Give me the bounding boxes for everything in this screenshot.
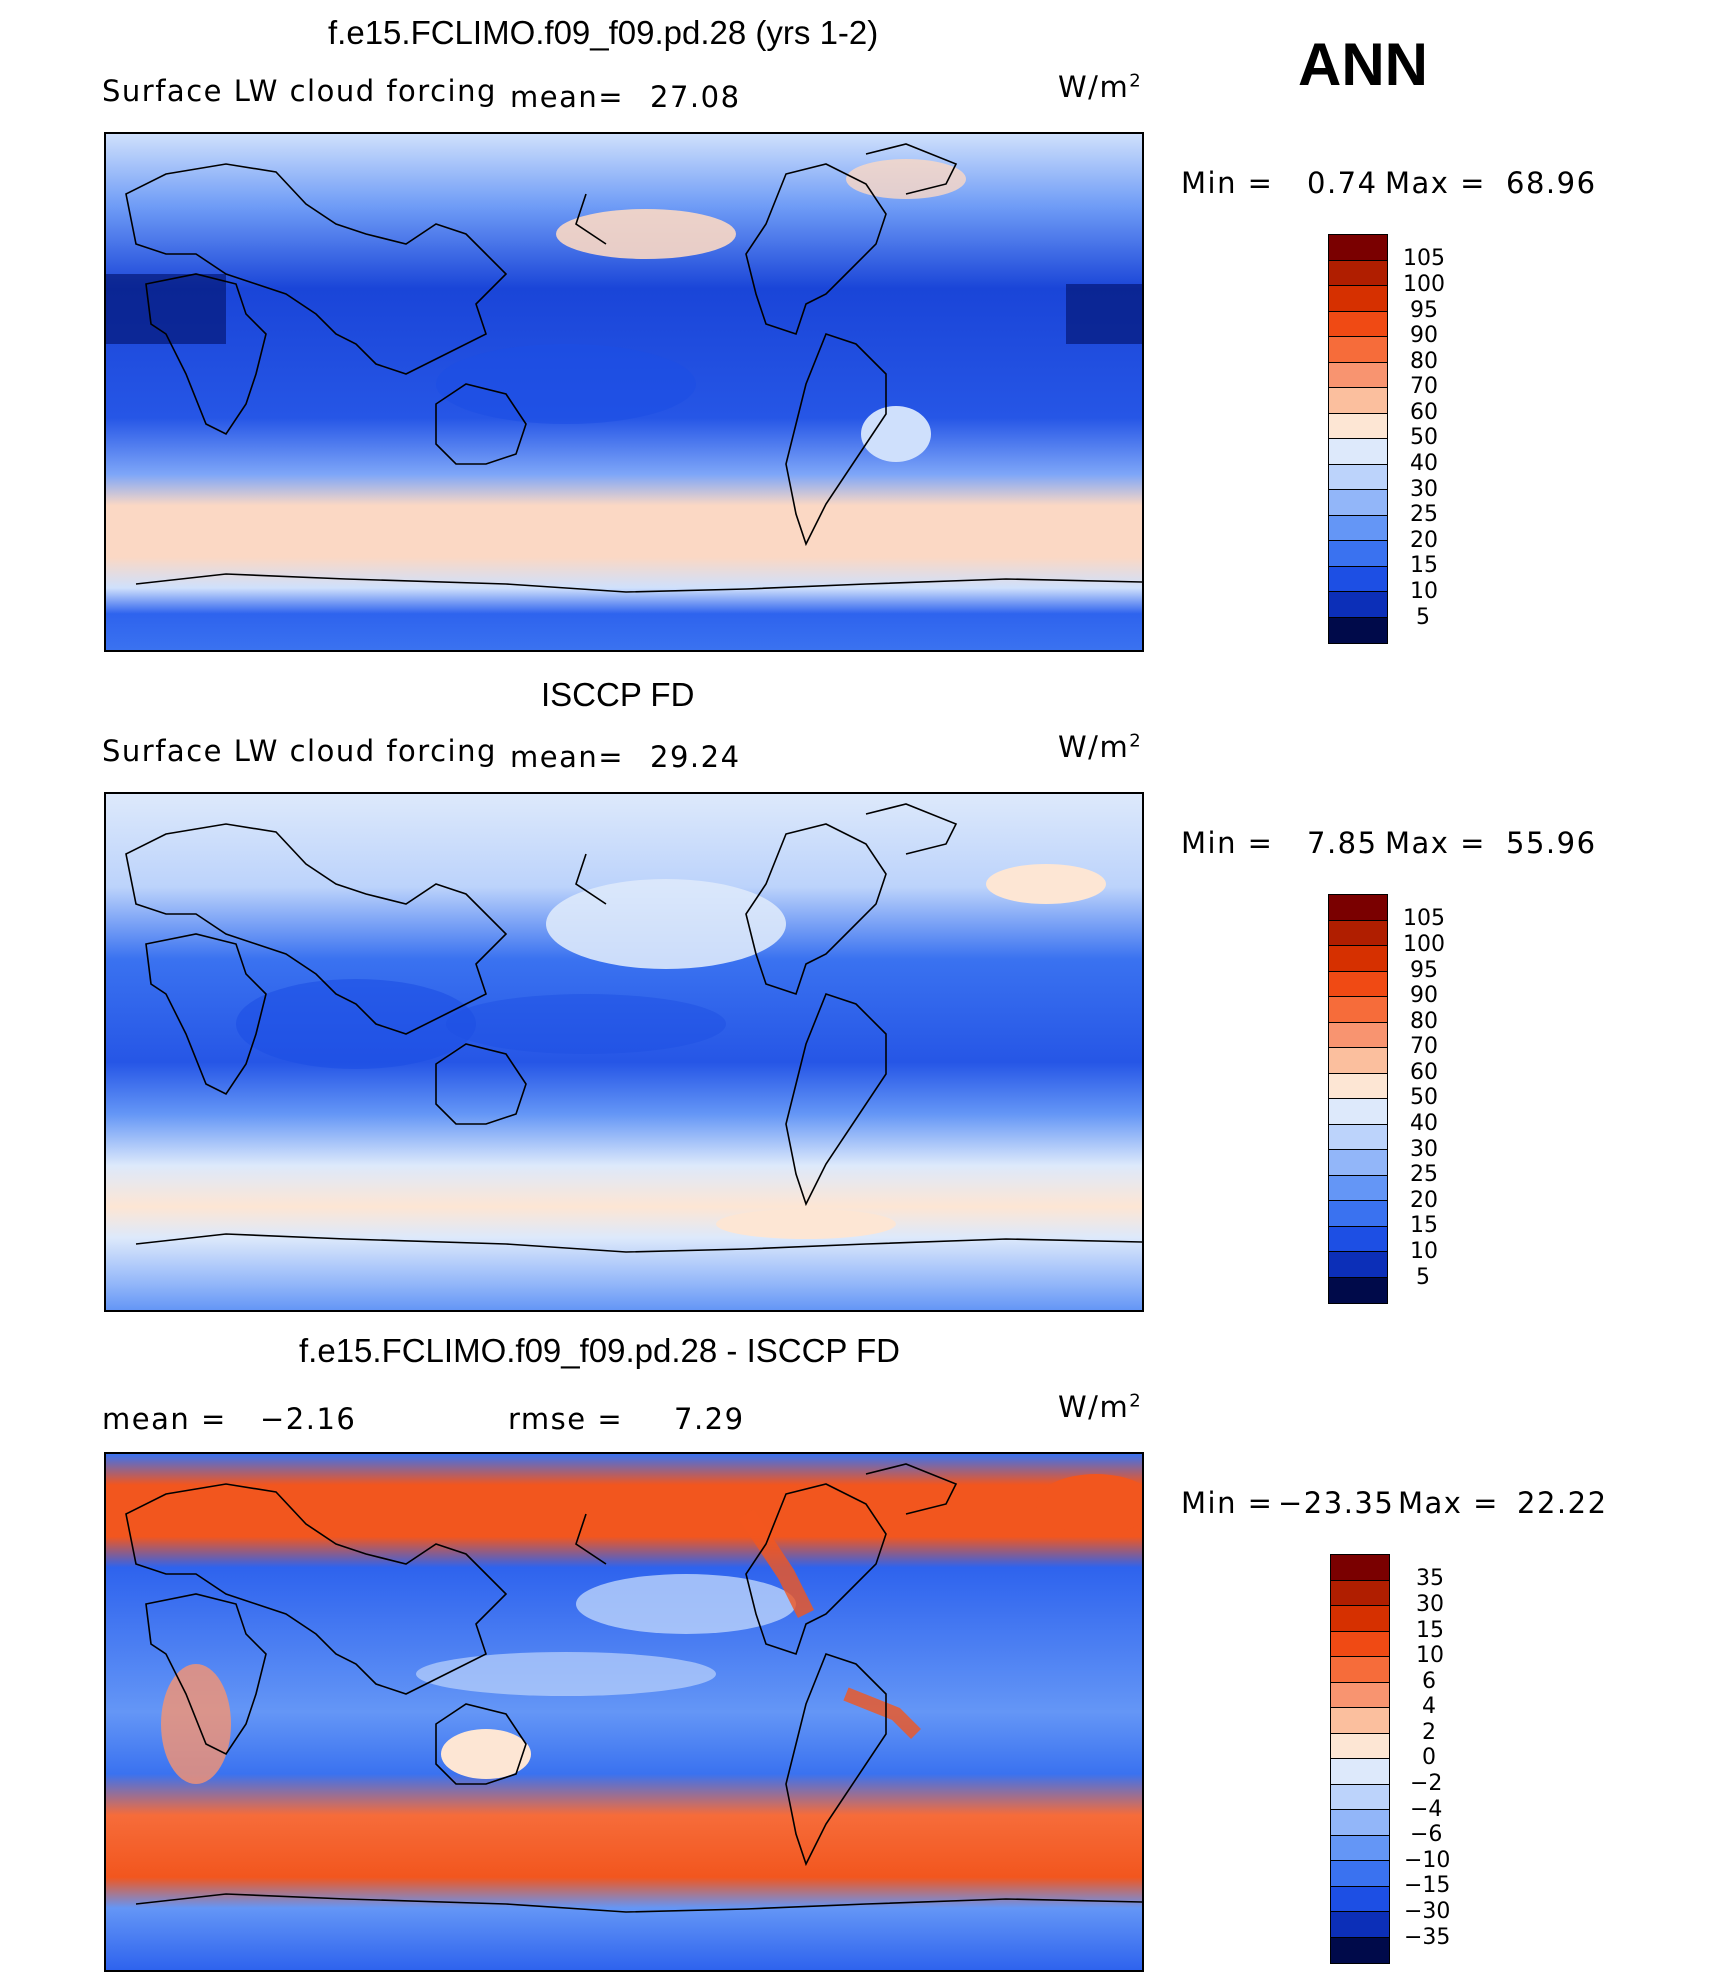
- colorbar-tick-label: 80: [1410, 1009, 1438, 1034]
- panel1-min-value: 0.74: [1307, 166, 1378, 200]
- panel3-map-field: [106, 1454, 1142, 1970]
- panel3-min-value: −23.35: [1278, 1486, 1395, 1520]
- colorbar-tick-label: 50: [1410, 425, 1438, 450]
- panel3-colorbar: [1330, 1554, 1390, 1964]
- colorbar-tick-label: 0: [1422, 1745, 1436, 1770]
- colorbar-tick-label: 80: [1410, 349, 1438, 374]
- panel2-max-value: 55.96: [1506, 826, 1597, 860]
- panel2-map: [104, 792, 1144, 1312]
- colorbar-tick-label: −35: [1404, 1925, 1451, 1950]
- colorbar-tick-label: 95: [1410, 958, 1438, 983]
- panel3-max-value: 22.22: [1517, 1486, 1608, 1520]
- colorbar-tick-label: 15: [1410, 1213, 1438, 1238]
- panel1-min-label: Min =: [1181, 166, 1274, 200]
- colorbar-tick-label: 95: [1410, 298, 1438, 323]
- colorbar-tick-label: −6: [1410, 1822, 1443, 1847]
- panel3-units: W/m2: [1058, 1390, 1143, 1424]
- panel3-min-label: Min =: [1181, 1486, 1274, 1520]
- colorbar-tick-label: 90: [1410, 323, 1438, 348]
- colorbar-tick-label: 105: [1403, 246, 1445, 271]
- panel3-max-label: Max =: [1398, 1486, 1499, 1520]
- colorbar-tick-label: 25: [1410, 502, 1438, 527]
- colorbar-tick-label: 4: [1422, 1694, 1436, 1719]
- panel2-min-value: 7.85: [1307, 826, 1378, 860]
- colorbar-tick-label: 10: [1410, 1239, 1438, 1264]
- panel2-colorbar: [1328, 894, 1388, 1304]
- colorbar-tick-label: 60: [1410, 1060, 1438, 1085]
- panel2-units: W/m2: [1058, 730, 1143, 764]
- colorbar-tick-label: 30: [1410, 477, 1438, 502]
- colorbar-tick-label: 15: [1416, 1618, 1444, 1643]
- panel1-mean-label: mean=: [510, 80, 625, 114]
- colorbar-tick-label: 70: [1410, 374, 1438, 399]
- colorbar-tick-label: 20: [1410, 1188, 1438, 1213]
- colorbar-tick-label: 90: [1410, 983, 1438, 1008]
- panel3-mean-label: mean =: [102, 1402, 227, 1436]
- colorbar-tick-label: 15: [1410, 553, 1438, 578]
- colorbar-tick-label: −4: [1410, 1797, 1443, 1822]
- panel1-title: f.e15.FCLIMO.f09_f09.pd.28 (yrs 1-2): [328, 14, 879, 51]
- colorbar-tick-label: 20: [1410, 528, 1438, 553]
- colorbar-tick-label: 10: [1416, 1643, 1444, 1668]
- panel1-mean-value: 27.08: [650, 80, 741, 114]
- season-label: ANN: [1298, 31, 1428, 98]
- colorbar-tick-label: 40: [1410, 1111, 1438, 1136]
- colorbar-tick-label: 100: [1403, 932, 1445, 957]
- colorbar-tick-label: 70: [1410, 1034, 1438, 1059]
- panel1-max-label: Max =: [1385, 166, 1486, 200]
- panel2-variable: Surface LW cloud forcing: [102, 734, 497, 768]
- panel3-map: [104, 1452, 1144, 1972]
- colorbar-tick-label: −15: [1404, 1873, 1451, 1898]
- colorbar-tick-label: 50: [1410, 1085, 1438, 1110]
- colorbar-tick-label: 10: [1410, 579, 1438, 604]
- panel2-mean-value: 29.24: [650, 740, 741, 774]
- colorbar-tick-label: 6: [1422, 1669, 1436, 1694]
- colorbar-tick-label: 25: [1410, 1162, 1438, 1187]
- panel1-map: [104, 132, 1144, 652]
- panel2-title: ISCCP FD: [541, 676, 695, 713]
- panel1-map-field: [106, 134, 1142, 650]
- colorbar-tick-label: 2: [1422, 1720, 1436, 1745]
- colorbar-tick-label: 35: [1416, 1566, 1444, 1591]
- colorbar-tick-label: 40: [1410, 451, 1438, 476]
- colorbar-tick-label: 5: [1416, 1265, 1430, 1290]
- panel3-rmse-label: rmse =: [508, 1402, 624, 1436]
- panel1-colorbar: [1328, 234, 1388, 644]
- panel2-min-label: Min =: [1181, 826, 1274, 860]
- panel3-title: f.e15.FCLIMO.f09_f09.pd.28 - ISCCP FD: [299, 1332, 900, 1369]
- colorbar-tick-label: −2: [1410, 1771, 1443, 1796]
- colorbar-tick-label: 5: [1416, 605, 1430, 630]
- panel3-rmse-value: 7.29: [674, 1402, 745, 1436]
- panel2-mean-label: mean=: [510, 740, 625, 774]
- colorbar-tick-label: 60: [1410, 400, 1438, 425]
- panel1-variable: Surface LW cloud forcing: [102, 74, 497, 108]
- panel3-mean-value: −2.16: [260, 1402, 357, 1436]
- panel1-units: W/m2: [1058, 70, 1143, 104]
- colorbar-tick-label: −10: [1404, 1848, 1451, 1873]
- colorbar-tick-label: 105: [1403, 906, 1445, 931]
- colorbar-tick-label: 30: [1410, 1137, 1438, 1162]
- panel1-max-value: 68.96: [1506, 166, 1597, 200]
- colorbar-tick-label: −30: [1404, 1899, 1451, 1924]
- panel2-map-field: [106, 794, 1142, 1310]
- colorbar-tick-label: 30: [1416, 1592, 1444, 1617]
- panel2-max-label: Max =: [1385, 826, 1486, 860]
- colorbar-tick-label: 100: [1403, 272, 1445, 297]
